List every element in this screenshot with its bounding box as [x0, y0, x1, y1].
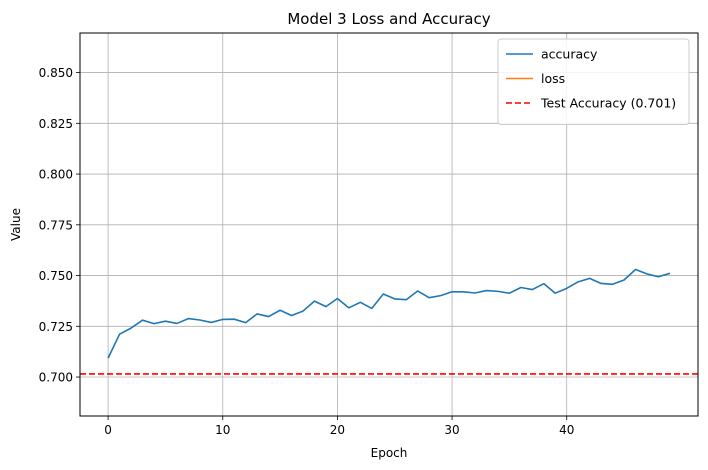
- y-tick-label: 0.725: [39, 320, 73, 334]
- accuracy-series-line: [107, 268, 671, 359]
- y-tick-label: 0.750: [39, 269, 73, 283]
- legend-label: loss: [541, 71, 565, 86]
- y-tick-label: 0.800: [39, 168, 73, 182]
- y-tick-label: 0.850: [39, 66, 73, 80]
- chart-title: Model 3 Loss and Accuracy: [287, 10, 490, 28]
- y-tick-label: 0.825: [39, 117, 73, 131]
- y-axis-label: Value: [9, 208, 23, 241]
- x-tick-label: 30: [444, 423, 459, 437]
- x-axis-label: Epoch: [371, 446, 408, 460]
- legend-box: [497, 38, 690, 125]
- x-tick-label: 40: [559, 423, 574, 437]
- series: [107, 268, 671, 359]
- x-tick-label: 0: [104, 423, 112, 437]
- x-tick-label: 20: [330, 423, 345, 437]
- legend-label: Test Accuracy (0.701): [540, 96, 676, 111]
- ticks: 0 10 20 30 40 0.700 0.725 0.750 0.775 0.800 0.825 0…: [39, 66, 575, 437]
- legend: accuracy loss Test Accuracy (0.701): [497, 38, 690, 125]
- y-tick-label: 0.700: [39, 371, 73, 385]
- y-tick-label: 0.775: [39, 218, 73, 232]
- legend-label: accuracy: [541, 47, 598, 62]
- x-tick-label: 10: [215, 423, 230, 437]
